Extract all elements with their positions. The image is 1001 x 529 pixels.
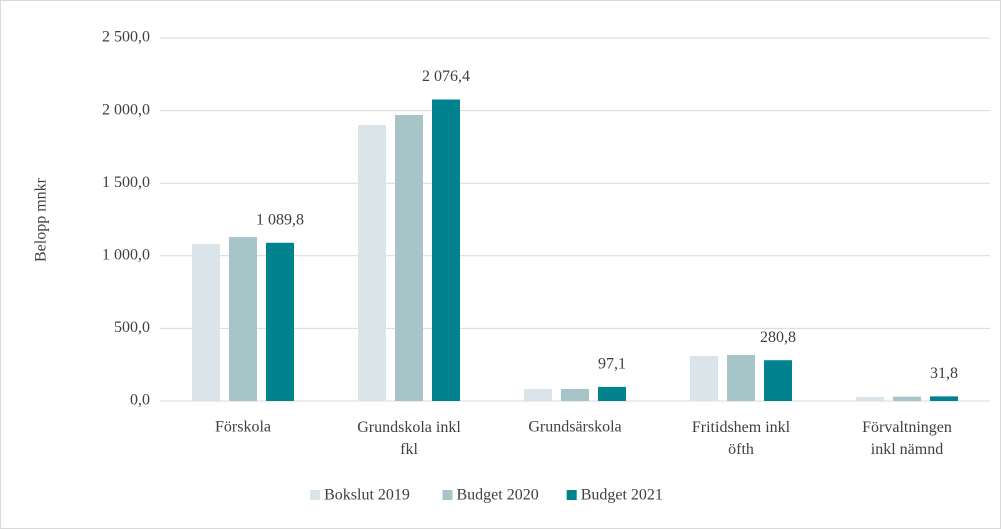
- y-tick-label: 1 500,0: [102, 174, 150, 191]
- x-tick-label: Grundsärskola: [528, 419, 621, 436]
- x-tick-label-line: Grundskola inkl: [357, 419, 461, 436]
- bar: [856, 396, 884, 401]
- bar: [266, 242, 294, 401]
- bar: [192, 244, 220, 401]
- x-tick-label-line: Fritidshem inkl: [692, 419, 791, 436]
- legend-swatch: [310, 490, 321, 500]
- bar: [893, 396, 921, 401]
- data-label: 280,8: [760, 329, 796, 346]
- bar: [432, 99, 460, 402]
- data-label: 97,1: [598, 356, 626, 373]
- y-tick-label: 0,0: [130, 392, 150, 409]
- bar: [229, 237, 257, 401]
- x-tick-label: Fritidshem inkl öfth: [692, 419, 791, 458]
- data-label: 2 076,4: [422, 68, 470, 85]
- data-label: 1 089,8: [256, 211, 304, 228]
- x-tick-label-line: öfth: [728, 441, 754, 458]
- bar: [930, 396, 958, 401]
- x-tick-label: Grundskola inkl fkl: [357, 419, 461, 458]
- y-tick-label: 1 000,0: [102, 246, 150, 263]
- x-tick-label: Förskola: [215, 419, 271, 436]
- y-tick-label: 2 000,0: [102, 101, 150, 118]
- legend-label: Budget 2021: [581, 487, 663, 504]
- x-tick-label-line: fkl: [400, 441, 418, 458]
- y-tick-label: 2 500,0: [102, 29, 150, 46]
- x-tick-label: Förvaltningen inkl nämnd: [862, 419, 952, 458]
- x-tick-label-line: Förvaltningen: [862, 419, 952, 436]
- legend-swatch: [442, 490, 453, 500]
- x-tick-label-line: inkl nämnd: [871, 441, 943, 458]
- bar: [598, 386, 626, 401]
- legend-swatch: [566, 490, 577, 500]
- bar: [764, 360, 792, 401]
- bar: [561, 388, 589, 401]
- bar: [524, 388, 552, 401]
- legend-label: Bokslut 2019: [324, 487, 410, 504]
- data-label: 31,8: [930, 365, 958, 382]
- bar: [358, 124, 386, 402]
- legend-label: Budget 2020: [457, 487, 539, 504]
- bar: [690, 355, 718, 401]
- bar: [727, 354, 755, 401]
- y-axis-label: Belopp mnkr: [33, 177, 50, 262]
- bar: [395, 114, 423, 402]
- y-tick-label: 500,0: [114, 319, 150, 336]
